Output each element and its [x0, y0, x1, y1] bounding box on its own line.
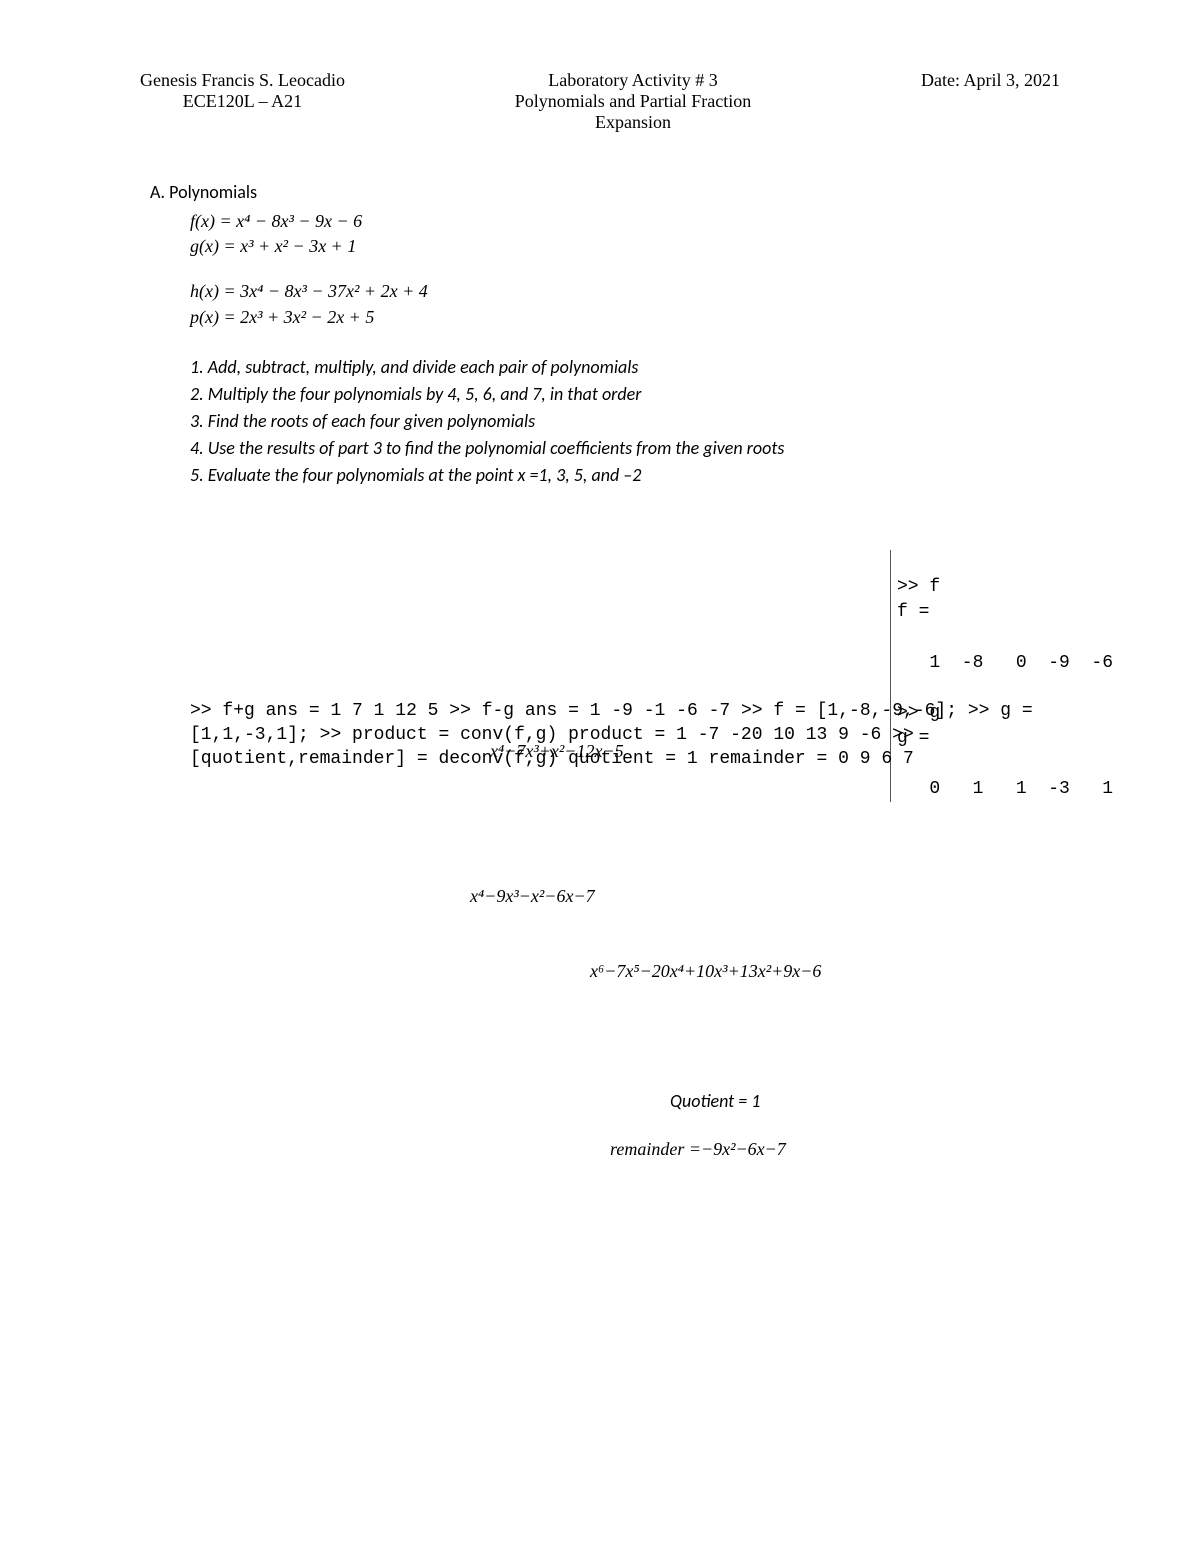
header: Genesis Francis S. Leocadio ECE120L – A2…: [140, 70, 1060, 133]
poly-g: g(x) = x³ + x² − 3x + 1: [190, 234, 1060, 259]
code-line: 0 9 6 7: [838, 749, 914, 769]
code-line: ans =: [266, 701, 320, 721]
section-title: A. Polynomials: [150, 181, 1060, 203]
code-line: 0 1 1 -3 1: [897, 779, 1113, 799]
instruction-4: 4. Use the results of part 3 to find the…: [190, 435, 1060, 462]
instruction-1: 1. Add, subtract, multiply, and divide e…: [190, 354, 1060, 381]
code-line: >> f+g: [190, 701, 255, 721]
remainder-annotation: remainder =−9x²−6x−7: [610, 1137, 786, 1161]
student-name: Genesis Francis S. Leocadio: [140, 70, 345, 91]
computation-block: >> f+g ans = x⁴−7x³+x²−12x−5 1 7 1 12 5 …: [190, 699, 1060, 772]
code-line: 1 -8 0 -9 -6: [897, 653, 1113, 673]
math-annotation: x⁴−7x³+x²−12x−5: [490, 739, 624, 763]
course-code: ECE120L – A21: [140, 91, 345, 112]
code-line: 1 -9 -1 -6 -7: [590, 701, 730, 721]
instructions: 1. Add, subtract, multiply, and divide e…: [190, 354, 1060, 489]
instruction-5: 5. Evaluate the four polynomials at the …: [190, 462, 1060, 489]
date-label: Date: April 3, 2021: [921, 70, 1060, 91]
quotient-annotation: Quotient = 1: [670, 1089, 760, 1113]
header-left: Genesis Francis S. Leocadio ECE120L – A2…: [140, 70, 345, 133]
header-center: Laboratory Activity # 3 Polynomials and …: [515, 70, 751, 133]
code-line: >> f: [897, 577, 940, 597]
code-line: >> f = [1,-8,-9,-6];: [741, 701, 957, 721]
poly-p: p(x) = 2x³ + 3x² − 2x + 5: [190, 305, 1060, 330]
lab-subtitle2: Expansion: [515, 112, 751, 133]
header-right: Date: April 3, 2021: [921, 70, 1060, 133]
code-line: 1 -7 -20 10 13 9 -6: [676, 725, 881, 745]
lab-subtitle: Polynomials and Partial Fraction: [515, 91, 751, 112]
lab-title: Laboratory Activity # 3: [515, 70, 751, 91]
math-annotation: x⁴−9x³−x²−6x−7: [470, 884, 595, 908]
page: Genesis Francis S. Leocadio ECE120L – A2…: [0, 0, 1200, 1553]
polynomial-definitions-1: f(x) = x⁴ − 8x³ − 9x − 6 g(x) = x³ + x² …: [190, 209, 1060, 259]
instruction-2: 2. Multiply the four polynomials by 4, 5…: [190, 381, 1060, 408]
code-line: f =: [897, 602, 929, 622]
code-line: 1 7 1 12 5: [330, 701, 438, 721]
polynomial-definitions-2: h(x) = 3x⁴ − 8x³ − 37x² + 2x + 4 p(x) = …: [190, 279, 1060, 329]
poly-f: f(x) = x⁴ − 8x³ − 9x − 6: [190, 209, 1060, 234]
math-annotation: x⁶−7x⁵−20x⁴+10x³+13x²+9x−6: [590, 959, 821, 983]
instruction-3: 3. Find the roots of each four given pol…: [190, 408, 1060, 435]
code-line: remainder =: [709, 749, 828, 769]
code-line: ans =: [525, 701, 579, 721]
code-line: >> f-g: [449, 701, 514, 721]
poly-h: h(x) = 3x⁴ − 8x³ − 37x² + 2x + 4: [190, 279, 1060, 304]
